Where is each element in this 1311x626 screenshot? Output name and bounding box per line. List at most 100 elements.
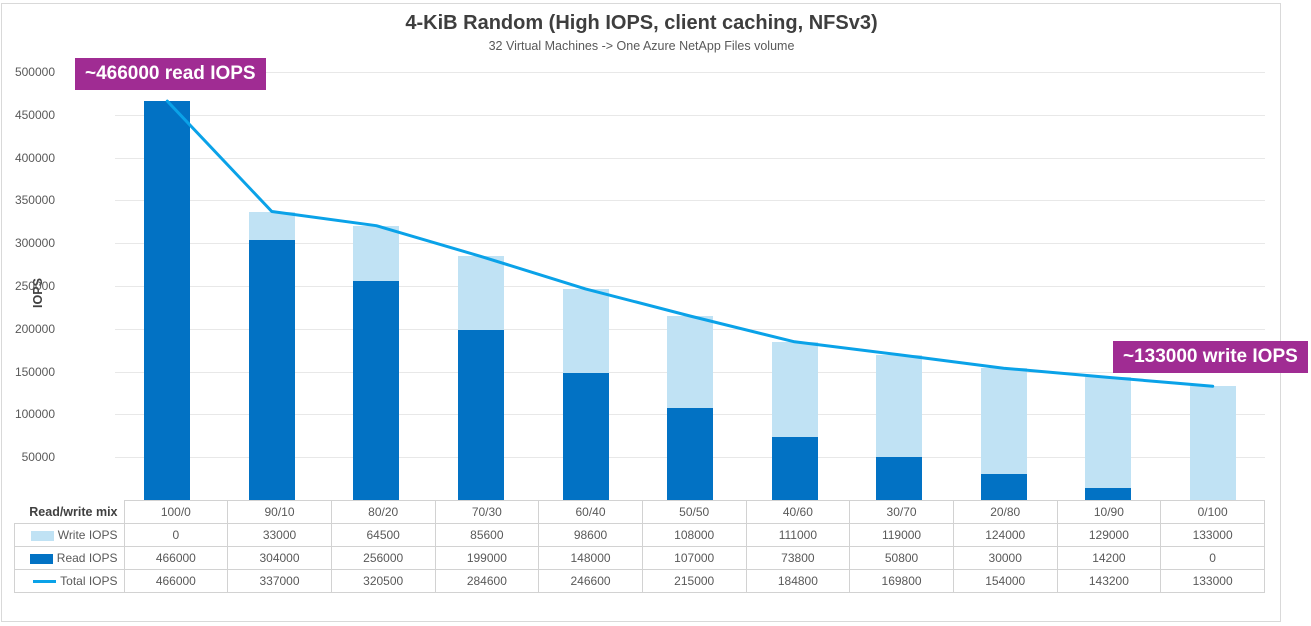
table-cell: 40/60 <box>745 500 851 524</box>
bar-40/60 <box>771 341 818 500</box>
table-cell: 184800 <box>745 569 851 593</box>
table-cell: 60/40 <box>538 500 643 524</box>
legend-label: Read IOPS <box>56 551 118 565</box>
read-peak-annotation: ~466000 read IOPS <box>75 58 266 90</box>
table-cell: 0/100 <box>1160 500 1265 524</box>
bar-segment-read <box>876 456 923 500</box>
table-cell: 73800 <box>745 546 851 570</box>
y-axis-title: IOPS <box>31 278 45 308</box>
gridline <box>115 157 1265 159</box>
y-axis-tick-label: 250000 <box>14 279 55 293</box>
bar-100/0 <box>144 101 191 500</box>
y-axis-tick-label: 400000 <box>14 150 55 165</box>
table-cell: 284600 <box>434 569 540 593</box>
table-cell: 466000 <box>123 569 229 593</box>
table-cell: 50/50 <box>641 500 747 524</box>
table-cell: 30000 <box>952 546 1058 570</box>
table-cell: 98600 <box>538 523 643 547</box>
bar-segment-write <box>876 354 923 457</box>
table-cell: 320500 <box>330 569 436 593</box>
data-table: Read/write mix 100/0 90/10 80/20 70/30 60/40 5… <box>14 500 1265 593</box>
legend-bar-swatch <box>30 530 54 541</box>
bar-60/40 <box>562 288 609 500</box>
gridline <box>115 286 1265 287</box>
table-cell: 0 <box>123 523 229 547</box>
bar-20/80 <box>980 368 1027 500</box>
bar-segment-read <box>144 101 191 500</box>
y-axis-tick-label: 450000 <box>14 107 55 122</box>
table-cell: 154000 <box>952 569 1058 593</box>
bar-segment-write <box>771 341 818 437</box>
table-cell: 133000 <box>1160 569 1265 593</box>
bar-segment-write <box>353 225 400 281</box>
legend-bar-swatch <box>29 553 53 564</box>
legend-label: Write IOPS <box>57 528 118 542</box>
legend-line-swatch <box>33 580 57 584</box>
y-axis-tick-label: 350000 <box>14 193 55 208</box>
table-cell: 246600 <box>538 569 643 593</box>
table-cell: 85600 <box>434 523 540 547</box>
table-cell: 148000 <box>538 546 643 570</box>
table-cell: 80/20 <box>330 500 436 524</box>
y-axis-tick-label: 100000 <box>14 407 55 422</box>
bar-segment-read <box>1085 487 1132 500</box>
y-axis-tick-label: 150000 <box>14 364 55 379</box>
table-cell: 111000 <box>745 523 851 547</box>
bar-segment-write <box>1189 386 1236 500</box>
bar-segment-write <box>980 368 1027 475</box>
table-cell: 108000 <box>641 523 747 547</box>
bar-50/50 <box>667 316 713 500</box>
bar-0/100 <box>1189 386 1236 500</box>
table-cell: 129000 <box>1056 523 1162 547</box>
bar-segment-write <box>457 256 504 330</box>
table-cell: 70/30 <box>434 500 540 524</box>
table-cell: 30/70 <box>849 500 954 524</box>
table-cell: 50800 <box>849 546 954 570</box>
plot-area: 500000 450000 400000 350000 300000 250000 2000… <box>15 65 1265 500</box>
chart-title: 4-KiB Random (High IOPS, client caching,… <box>405 12 878 34</box>
table-cell: 337000 <box>227 569 332 593</box>
bar-segment-write <box>248 211 295 240</box>
gridline <box>115 114 1265 116</box>
bar-segment-read <box>353 280 400 500</box>
table-row-write-iops: Write IOPS 0 33000 64500 85600 98600 108000 111… <box>14 523 1265 547</box>
bar-segment-write <box>667 316 713 409</box>
table-row-read-iops: Read IOPS 466000 304000 256000 199000 148000 1… <box>14 546 1265 570</box>
table-cell: 466000 <box>123 546 229 570</box>
table-cell: 0 <box>1160 546 1265 570</box>
total-iops-line <box>165 99 1215 388</box>
chart-subtitle: 32 Virtual Machines -> One Azure NetApp … <box>488 39 795 53</box>
table-row-total-iops: Total IOPS 466000 337000 320500 284600 246600… <box>14 569 1265 593</box>
gridline <box>115 72 1265 73</box>
y-axis-tick-label: 50000 <box>21 450 55 465</box>
bar-30/70 <box>876 354 923 500</box>
write-peak-annotation: ~133000 write IOPS <box>1113 341 1308 373</box>
bar-segment-read <box>667 408 713 500</box>
bar-segment-write <box>562 288 609 374</box>
bar-80/20 <box>353 225 400 500</box>
legend-label: Total IOPS <box>60 574 118 588</box>
bar-segment-read <box>980 474 1027 500</box>
data-table-body: Read/write mix 100/0 90/10 80/20 70/30 60/40 5… <box>14 500 1265 593</box>
bar-segment-read <box>562 373 609 500</box>
table-cell: 256000 <box>330 546 436 570</box>
table-cell: 143200 <box>1056 569 1162 593</box>
bar-10/90 <box>1085 377 1132 500</box>
table-cell: 119000 <box>849 523 954 547</box>
bar-segment-write <box>1085 377 1132 488</box>
table-cell: 107000 <box>641 546 747 570</box>
table-cell: 10/90 <box>1056 500 1162 524</box>
table-cell: 124000 <box>952 523 1058 547</box>
table-cell: 33000 <box>227 523 332 547</box>
y-axis-tick-label: 200000 <box>14 321 55 336</box>
bar-segment-read <box>771 436 818 500</box>
bar-70/30 <box>457 256 504 500</box>
table-cell: 169800 <box>849 569 954 593</box>
table-cell: 304000 <box>227 546 332 570</box>
bar-segment-read <box>457 329 504 500</box>
y-axis-tick-label: 300000 <box>14 236 55 251</box>
table-cell: 90/10 <box>227 500 332 524</box>
bar-90/10 <box>248 211 295 500</box>
table-cell: 64500 <box>330 523 436 547</box>
bar-segment-read <box>248 239 295 500</box>
